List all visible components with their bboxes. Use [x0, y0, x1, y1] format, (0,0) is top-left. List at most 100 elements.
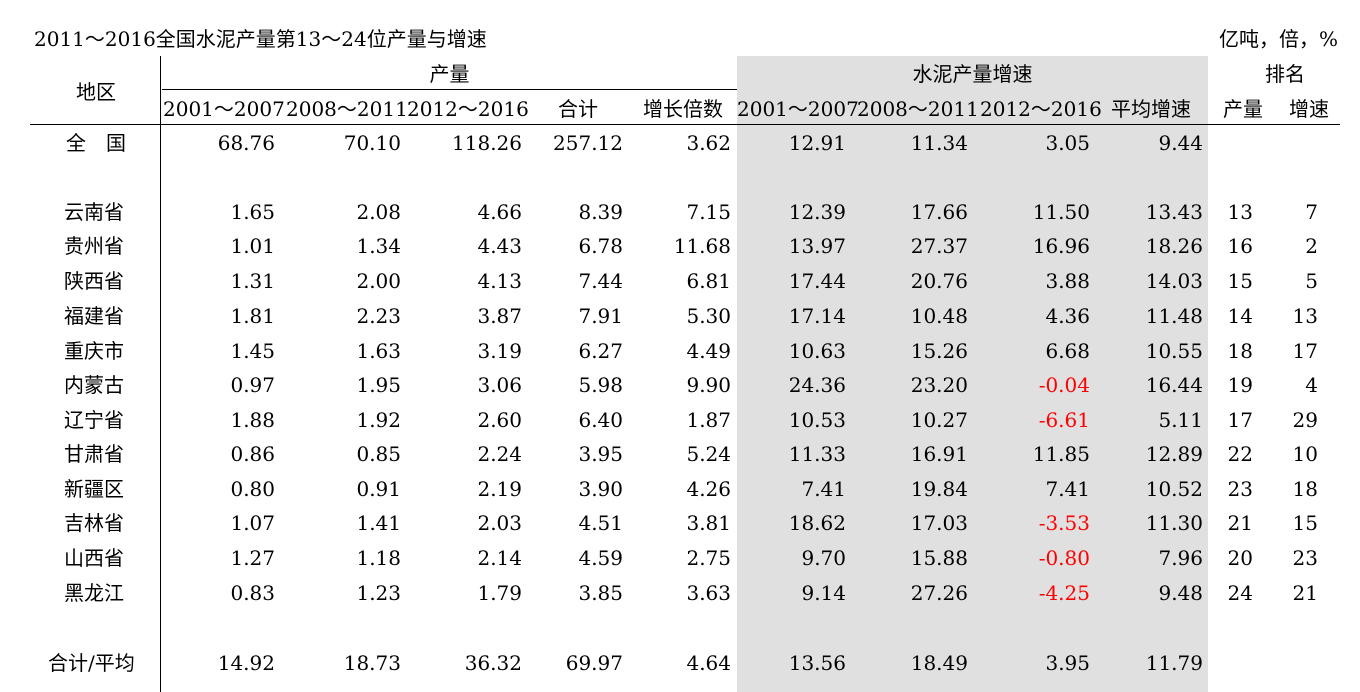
table-cell: 69.97: [565, 651, 623, 675]
table-cell: 16.44: [1145, 373, 1203, 397]
national-row-label: 全 国: [66, 131, 126, 155]
table-cell: 0.80: [230, 477, 275, 501]
table-cell: 16.96: [1032, 234, 1090, 258]
table-cell: 1.34: [356, 234, 401, 258]
table-row-label: 重庆市: [64, 339, 124, 363]
table-cell: 22: [1227, 442, 1253, 466]
table-cell: 23.20: [910, 373, 968, 397]
table-cell: 20.76: [910, 269, 968, 293]
table-cell: 2.23: [356, 304, 401, 328]
table-cell: 12.39: [788, 200, 846, 224]
unit-label: 亿吨，倍，%: [1218, 27, 1338, 51]
table-cell: -6.61: [1038, 408, 1090, 432]
table-cell: 15.26: [910, 339, 968, 363]
table-cell: 11.48: [1145, 304, 1203, 328]
table-cell: 16: [1227, 234, 1253, 258]
table-cell: 2.19: [477, 477, 522, 501]
table-row-label: 黑龙江: [64, 581, 124, 605]
table-cell: 9.90: [686, 373, 731, 397]
table-cell: 7.41: [1045, 477, 1090, 501]
table-cell: 17.14: [788, 304, 846, 328]
table-cell: 5.30: [686, 304, 731, 328]
table-cell: -3.53: [1038, 511, 1090, 535]
table-cell: 10.52: [1145, 477, 1203, 501]
table-cell: 4.26: [686, 477, 731, 501]
table-cell: 18: [1292, 477, 1318, 501]
column-header: 产量: [1223, 97, 1263, 121]
table-cell: 13.97: [788, 234, 846, 258]
table-cell: 12.89: [1145, 442, 1203, 466]
table-cell: 4.64: [686, 651, 731, 675]
table-cell: 18: [1227, 339, 1253, 363]
table-cell: -0.80: [1038, 546, 1090, 570]
table-cell: 14.92: [217, 651, 275, 675]
table-cell: 7.91: [578, 304, 623, 328]
table-cell: 118.26: [452, 131, 522, 155]
table-cell: 17: [1292, 339, 1318, 363]
table-cell: 6.78: [578, 234, 623, 258]
total-row-label: 合计/平均: [48, 651, 135, 675]
table-row-label: 陕西省: [64, 269, 124, 293]
table-cell: 70.10: [343, 131, 401, 155]
table-title: 2011～2016全国水泥产量第13～24位产量与增速: [34, 27, 487, 51]
table-cell: 3.81: [686, 511, 731, 535]
table-cell: 7: [1305, 200, 1318, 224]
table-cell: 13.56: [788, 651, 846, 675]
table-cell: 16.91: [910, 442, 968, 466]
table-cell: 10: [1292, 442, 1318, 466]
table-cell: 18.73: [343, 651, 401, 675]
table-cell: 8.39: [578, 200, 623, 224]
table-cell: 2.14: [477, 546, 522, 570]
table-cell: 2: [1305, 234, 1318, 258]
table-cell: 23: [1292, 546, 1318, 570]
table-cell: 24.36: [788, 373, 846, 397]
table-cell: -4.25: [1038, 581, 1090, 605]
table-cell: -0.04: [1038, 373, 1090, 397]
column-header: 2008～2011: [857, 97, 979, 121]
table-cell: 12.91: [788, 131, 846, 155]
table-cell: 0.85: [356, 442, 401, 466]
table-cell: 5.11: [1158, 408, 1203, 432]
table-cell: 1.65: [230, 200, 275, 224]
table-cell: 1.81: [230, 304, 275, 328]
table-cell: 3.95: [1045, 651, 1090, 675]
column-header: 2001～2007: [163, 97, 285, 121]
table-cell: 21: [1292, 581, 1318, 605]
table-cell: 3.85: [578, 581, 623, 605]
table-cell: 11.85: [1032, 442, 1090, 466]
table-cell: 1.18: [356, 546, 401, 570]
table-cell: 24: [1227, 581, 1253, 605]
table-cell: 3.87: [477, 304, 522, 328]
table-cell: 1.87: [686, 408, 731, 432]
table-cell: 3.90: [578, 477, 623, 501]
table-cell: 7.41: [801, 477, 846, 501]
table-cell: 1.79: [477, 581, 522, 605]
table-cell: 2.08: [356, 200, 401, 224]
table-cell: 17.03: [910, 511, 968, 535]
table-cell: 14.03: [1145, 269, 1203, 293]
table-cell: 1.23: [356, 581, 401, 605]
table-cell: 13.43: [1145, 200, 1203, 224]
table-cell: 6.68: [1045, 339, 1090, 363]
table-cell: 0.86: [230, 442, 275, 466]
table-cell: 10.53: [788, 408, 846, 432]
table-cell: 1.31: [230, 269, 275, 293]
table-cell: 4.43: [477, 234, 522, 258]
table-cell: 11.50: [1032, 200, 1090, 224]
table-cell: 2.00: [356, 269, 401, 293]
table-cell: 4.59: [578, 546, 623, 570]
table-cell: 36.32: [464, 651, 522, 675]
table-cell: 13: [1227, 200, 1253, 224]
table-cell: 21: [1227, 511, 1253, 535]
header-bottom-rule: [30, 124, 1340, 125]
table-cell: 23: [1227, 477, 1253, 501]
table-cell: 9.48: [1158, 581, 1203, 605]
table-cell: 1.45: [230, 339, 275, 363]
table-cell: 10.63: [788, 339, 846, 363]
table-cell: 18.49: [910, 651, 968, 675]
header-output: 产量: [429, 62, 470, 86]
column-header: 2008～2011: [286, 97, 408, 121]
table-row-label: 辽宁省: [64, 408, 124, 432]
header-growth: 水泥产量增速: [912, 62, 1033, 86]
table-cell: 9.14: [801, 581, 846, 605]
